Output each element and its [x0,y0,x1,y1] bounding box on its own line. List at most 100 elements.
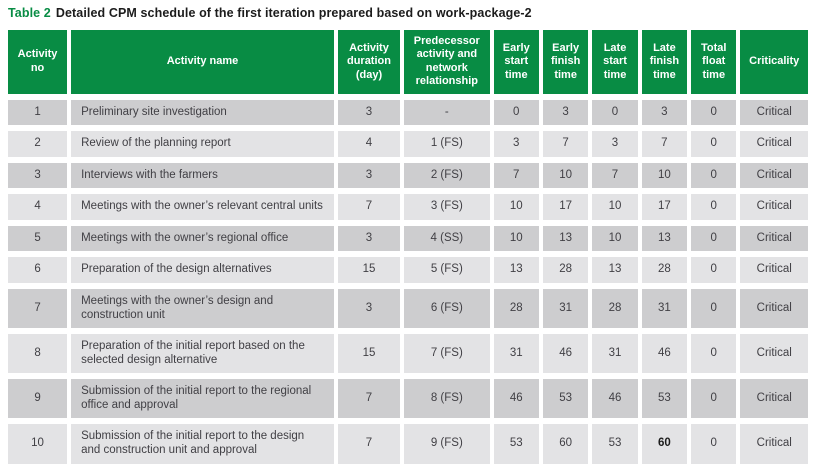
cell-late-finish: 17 [641,194,688,220]
cell-early-start: 3 [493,131,539,157]
cell-activity-name: Preliminary site investigation [71,99,334,126]
cell-total-float: 0 [691,131,737,157]
cell-early-start: 31 [493,334,539,374]
cell-criticality: Critical [740,99,808,126]
cell-activity-no: 8 [8,334,68,374]
cell-early-finish: 13 [542,225,589,252]
cell-activity-name: Submission of the initial report to the … [71,379,334,419]
cell-late-finish: 53 [641,379,688,419]
cell-early-finish: 31 [542,289,589,329]
cell-duration: 15 [337,334,401,374]
table-caption-label: Table 2 [8,6,51,20]
cell-early-start: 10 [493,194,539,220]
cell-criticality: Critical [740,424,808,464]
cell-criticality: Critical [740,131,808,157]
cell-late-start: 10 [592,194,638,220]
cell-criticality: Critical [740,257,808,283]
table-row-activity-2: 2 Review of the planning report 4 1 (FS) 3 7 3… [8,131,808,157]
cell-early-finish: 60 [542,424,589,464]
cell-activity-no: 2 [8,131,68,157]
cell-early-finish: 10 [542,162,589,189]
table-caption-text: Detailed CPM schedule of the first itera… [55,6,532,20]
column-header-duration: Activity duration (day) [337,30,401,94]
cell-activity-no: 7 [8,289,68,329]
cell-early-finish: 53 [542,379,589,419]
table-row-activity-8: 8 Preparation of the initial report based… [8,334,808,374]
cell-late-start: 53 [592,424,638,464]
cell-total-float: 0 [691,194,737,220]
cell-early-finish: 7 [542,131,589,157]
cell-activity-no: 6 [8,257,68,283]
table-row-activity-3: 3 Interviews with the farmers 3 2 (FS) 7 10 7 1… [8,162,808,189]
table-caption: Table 2 Detailed CPM schedule of the firs… [4,4,812,24]
cell-late-start: 31 [592,334,638,374]
cell-late-finish: 7 [641,131,688,157]
cell-late-start: 7 [592,162,638,189]
cell-early-start: 10 [493,225,539,252]
cell-activity-name: Submission of the initial report to the … [71,424,334,464]
cell-activity-no: 4 [8,194,68,220]
cell-total-float: 0 [691,334,737,374]
cpm-schedule-table: Activity no Activity name Activity duratio… [4,24,812,470]
cell-predecessor: 9 (FS) [404,424,490,464]
column-header-predecessor: Predecessor activity and network relatio… [404,30,490,94]
cell-predecessor: 2 (FS) [404,162,490,189]
table-row-activity-4: 4 Meetings with the owner’s relevant cent… [8,194,808,220]
cell-early-start: 13 [493,257,539,283]
cell-activity-no: 9 [8,379,68,419]
cell-late-finish: 10 [641,162,688,189]
cell-predecessor: 7 (FS) [404,334,490,374]
cell-late-start: 10 [592,225,638,252]
cell-early-finish: 28 [542,257,589,283]
cell-early-start: 46 [493,379,539,419]
table-body: 1 Preliminary site investigation 3-0 3 0 3 0 Cr… [8,99,808,464]
cell-early-finish: 17 [542,194,589,220]
table-row-activity-6: 6 Preparation of the design alternatives 1… [8,257,808,283]
cell-early-finish: 46 [542,334,589,374]
cell-activity-no: 5 [8,225,68,252]
cell-criticality: Critical [740,334,808,374]
cell-late-start: 46 [592,379,638,419]
cell-late-start: 0 [592,99,638,126]
cell-activity-name: Meetings with the owner’s relevant centr… [71,194,334,220]
cell-activity-name: Preparation of the design alternatives [71,257,334,283]
cell-predecessor: - [404,99,490,126]
cell-late-finish: 60 [641,424,688,464]
cell-late-finish: 13 [641,225,688,252]
cell-late-start: 28 [592,289,638,329]
cell-activity-name: Review of the planning report [71,131,334,157]
column-header-late-finish: Late finish time [641,30,688,94]
cell-total-float: 0 [691,99,737,126]
table-row-activity-5: 5 Meetings with the owner’s regional offi… [8,225,808,252]
cell-predecessor: 8 (FS) [404,379,490,419]
column-header-total-float: Total float time [691,30,737,94]
cell-late-start: 3 [592,131,638,157]
header-row: Activity no Activity name Activity duratio… [8,30,808,94]
column-header-activity-no: Activity no [8,30,68,94]
cell-predecessor: 3 (FS) [404,194,490,220]
table-row-activity-7: 7 Meetings with the owner’s design and co… [8,289,808,329]
cell-duration: 3 [337,162,401,189]
column-header-criticality: Criticality [740,30,808,94]
cell-activity-name: Preparation of the initial report based … [71,334,334,374]
cell-early-start: 7 [493,162,539,189]
cell-late-finish: 31 [641,289,688,329]
cell-duration: 3 [337,225,401,252]
cell-early-start: 53 [493,424,539,464]
cell-criticality: Critical [740,194,808,220]
cell-total-float: 0 [691,289,737,329]
cell-activity-name: Interviews with the farmers [71,162,334,189]
cell-late-finish: 3 [641,99,688,126]
table-row-activity-10: 10 Submission of the initial report to th… [8,424,808,464]
cell-total-float: 0 [691,162,737,189]
cell-criticality: Critical [740,162,808,189]
cell-total-float: 0 [691,257,737,283]
column-header-activity-name: Activity name [71,30,334,94]
column-header-late-start: Late start time [592,30,638,94]
cell-early-start: 0 [493,99,539,126]
cell-duration: 4 [337,131,401,157]
cell-predecessor: 4 (SS) [404,225,490,252]
cell-duration: 3 [337,289,401,329]
column-header-early-finish: Early finish time [542,30,589,94]
